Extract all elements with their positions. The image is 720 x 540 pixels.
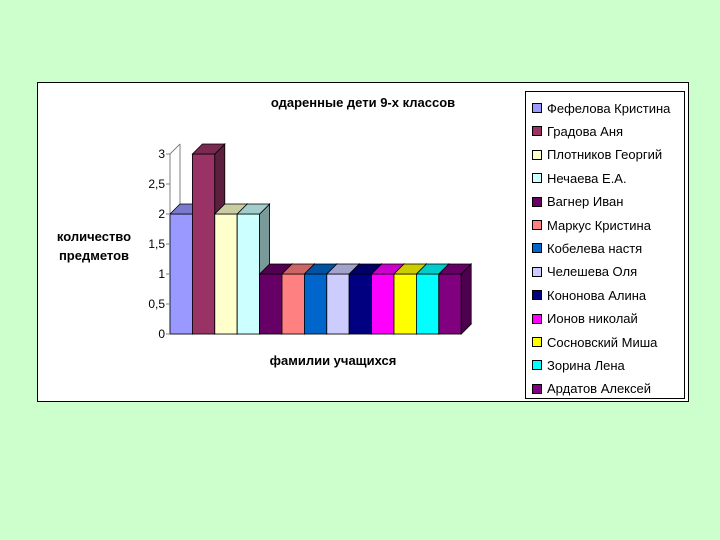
bar-front xyxy=(393,273,417,335)
legend-item: Кононова Алина xyxy=(532,286,646,304)
bar-front xyxy=(415,273,440,335)
chart-title: одаренные дети 9-х классов xyxy=(271,95,455,110)
legend-item: Челешева Оля xyxy=(532,263,637,281)
bar-front xyxy=(259,273,283,335)
legend-label: Ионов николай xyxy=(547,311,638,327)
y-tick-labels: 0 0,5 1 1,5 2 2,5 3 xyxy=(148,147,170,341)
legend-swatch xyxy=(532,103,542,113)
y-tick-label: 2 xyxy=(158,207,165,221)
legend-item: Кобелева настя xyxy=(532,239,642,257)
bar-front xyxy=(348,273,373,335)
side-wall-top-edge xyxy=(169,143,181,155)
legend-label: Кононова Алина xyxy=(547,287,647,303)
bar-front xyxy=(191,153,216,335)
legend-item: Ардатов Алексей xyxy=(532,380,651,398)
bar xyxy=(437,263,473,335)
legend-label: Сосновский Миша xyxy=(547,334,658,350)
bar-front xyxy=(371,273,395,335)
legend-swatch xyxy=(532,173,542,184)
legend-label: Кобелева настя xyxy=(547,240,643,256)
bar-front xyxy=(326,273,350,335)
legend-label: Маркус Кристина xyxy=(547,217,651,233)
bar-front xyxy=(236,213,260,335)
legend-label: Зорина Лена xyxy=(547,357,625,373)
legend-swatch xyxy=(532,313,542,324)
y-axis-title-line-2: предметов xyxy=(59,248,129,263)
legend-item: Плотников Георгий xyxy=(532,146,662,164)
bar-top xyxy=(191,143,226,155)
legend-label: Фефелова Кристина xyxy=(547,100,671,116)
legend-item: Зорина Лена xyxy=(532,356,625,374)
legend-swatch xyxy=(532,337,542,347)
bar-front xyxy=(438,273,462,335)
legend-item: Маркус Кристина xyxy=(532,216,651,234)
legend-swatch xyxy=(532,266,542,277)
legend-swatch xyxy=(532,360,542,371)
legend-swatch xyxy=(532,383,542,394)
x-axis-title: фамилии учащихся xyxy=(270,353,397,368)
legend-swatch xyxy=(532,149,542,160)
bar-top xyxy=(437,263,473,275)
y-axis-title-line-1: количество xyxy=(57,229,131,244)
legend-label: Вагнер Иван xyxy=(547,194,624,210)
legend-item: Градова Аня xyxy=(532,122,623,140)
legend-swatch xyxy=(532,290,542,301)
bar-front xyxy=(214,213,238,335)
legend-swatch xyxy=(532,243,542,254)
legend-item: Сосновский Миша xyxy=(532,333,657,351)
legend-label: Нечаева Е.А. xyxy=(547,170,627,186)
legend-swatch xyxy=(532,126,542,137)
y-tick-label: 0,5 xyxy=(148,297,165,311)
y-tick-label: 1 xyxy=(158,267,165,281)
legend-label: Челешева Оля xyxy=(547,264,638,280)
legend-label: Ардатов Алексей xyxy=(547,381,651,397)
y-tick-label: 2,5 xyxy=(148,177,165,191)
y-tick-label: 3 xyxy=(158,147,165,161)
bar-side xyxy=(460,263,472,335)
legend-label: Плотников Георгий xyxy=(547,147,663,163)
legend-item: Фефелова Кристина xyxy=(532,99,670,117)
bars-group xyxy=(169,143,473,335)
bar-top xyxy=(236,203,271,215)
bar-front xyxy=(169,213,193,335)
legend-item: Ионов николай xyxy=(532,310,638,328)
legend-item: Нечаева Е.А. xyxy=(532,169,627,187)
legend-item: Вагнер Иван xyxy=(532,193,623,211)
y-tick-label: 1,5 xyxy=(148,237,165,251)
y-tick-label: 0 xyxy=(158,327,165,341)
bar-front xyxy=(303,273,328,335)
chart-legend: Фефелова Кристина Градова Аня Плотников Ге… xyxy=(525,91,685,399)
bar-front xyxy=(281,273,305,335)
legend-label: Градова Аня xyxy=(547,123,624,139)
legend-swatch xyxy=(532,196,542,207)
legend-swatch xyxy=(532,220,542,230)
